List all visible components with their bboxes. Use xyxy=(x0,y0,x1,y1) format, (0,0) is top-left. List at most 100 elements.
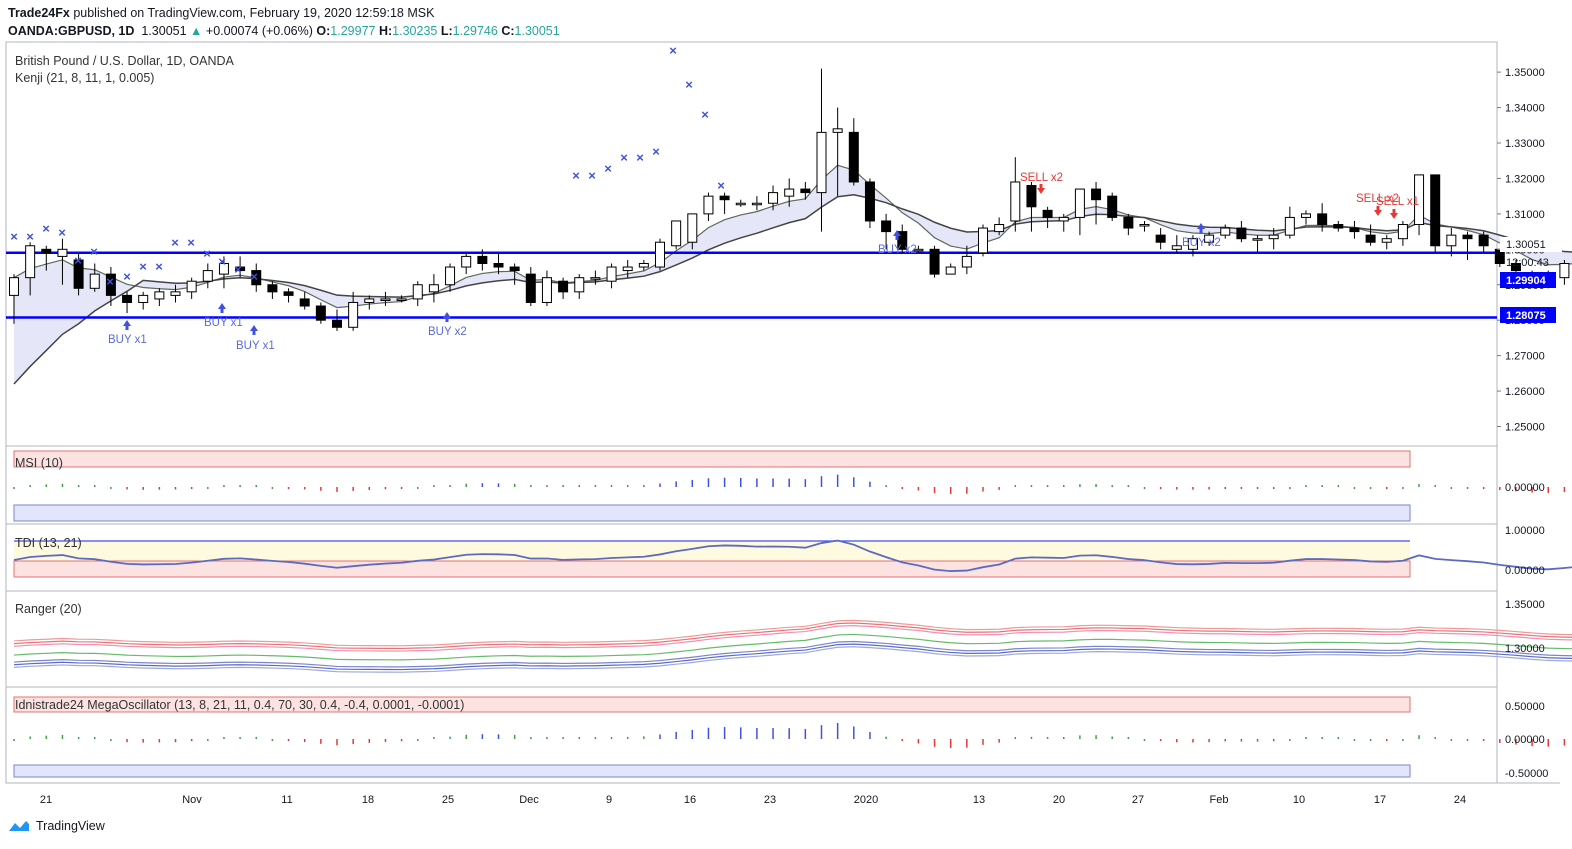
cross-marker-icon: × xyxy=(685,77,693,92)
candle-body xyxy=(235,266,246,272)
sell-signal-label-2: SELL x2 xyxy=(1356,193,1399,205)
cross-marker-icon: × xyxy=(234,262,242,277)
candle-body xyxy=(784,188,795,197)
countdown-text: 12:00:43 xyxy=(1506,257,1549,269)
buy-arrow-icon xyxy=(250,325,258,335)
candle-body xyxy=(138,294,149,303)
cross-marker-icon: × xyxy=(669,43,677,58)
signal-markers: × × × × × × × × × × × × × × × × × × × × × × × × × × xyxy=(10,43,1398,335)
close-value: 1.30051 xyxy=(514,24,560,38)
candle-body xyxy=(202,270,213,282)
cross-marker-icon: × xyxy=(717,178,725,193)
candle-body xyxy=(509,266,520,272)
candle-body xyxy=(1478,234,1489,247)
cross-marker-icon: × xyxy=(42,221,50,236)
candle-body xyxy=(864,181,875,222)
pane-border-2 xyxy=(5,590,1498,688)
ranger-line-2 xyxy=(13,625,1572,652)
candle-body xyxy=(816,131,827,194)
candle-body xyxy=(751,202,762,206)
candle-body xyxy=(299,298,310,307)
candle-body xyxy=(735,202,746,206)
cross-marker-icon: × xyxy=(572,168,580,183)
candle-body xyxy=(541,277,552,303)
tradingview-footer[interactable]: TradingView xyxy=(8,819,105,833)
x-tick-label: Dec xyxy=(519,794,539,806)
buy-signal-label-1: BUY x1 xyxy=(108,334,147,346)
candle-body xyxy=(315,305,326,321)
x-tick-label: Nov xyxy=(182,794,202,806)
candle-body xyxy=(719,195,730,201)
candle-body xyxy=(1559,262,1570,279)
cross-marker-icon: × xyxy=(250,269,258,284)
candle-body xyxy=(978,227,988,254)
msi-upper-band xyxy=(13,450,1411,468)
x-tick-label: 23 xyxy=(764,794,776,806)
y-tick-label: 1.25000 xyxy=(1505,422,1545,434)
tradingview-logo-icon xyxy=(9,821,29,831)
horizontal-levels[interactable] xyxy=(6,251,1497,319)
osc-label: Idnistrade24 MegaOscillator (13, 8, 21, … xyxy=(15,698,464,712)
last-price: 1.30051 xyxy=(141,24,187,38)
candle-body xyxy=(170,291,181,296)
buy-arrow-icon xyxy=(443,312,451,322)
cross-marker-icon: × xyxy=(10,229,18,244)
candle-body xyxy=(186,280,197,293)
x-tick-label: 10 xyxy=(1293,794,1305,806)
chart-frame xyxy=(5,41,1560,784)
close-label: C: xyxy=(501,24,515,38)
lower-tick-label: 1.00000 xyxy=(1505,525,1545,537)
candle-body xyxy=(881,220,892,233)
msi-lower-band xyxy=(13,504,1411,522)
x-tick-label: 9 xyxy=(606,794,612,806)
price-axis-labels: 1.30051 12:00:43 1.29904 1.28075 xyxy=(1500,237,1562,323)
candle-body xyxy=(994,224,1005,233)
ranger-line-0 xyxy=(13,619,1572,647)
y-tick-label: 1.26000 xyxy=(1505,386,1545,398)
sell-signal-label-1: SELL x2 xyxy=(1020,172,1063,184)
ranger-line-3 xyxy=(13,633,1572,661)
candle-body xyxy=(1301,213,1311,218)
sell-signal-label-3: SELL x1 xyxy=(1376,196,1419,208)
cross-marker-icon: × xyxy=(604,161,612,176)
x-tick-label: 21 xyxy=(40,794,52,806)
cross-marker-icon: × xyxy=(171,235,179,250)
candle-body xyxy=(800,188,811,194)
candle-body xyxy=(848,131,859,183)
publisher-text: published on TradingView.com, February 1… xyxy=(73,6,435,20)
x-tick-label: 24 xyxy=(1454,794,1466,806)
candle-body xyxy=(122,294,133,303)
buy-arrow-icon xyxy=(218,303,226,313)
candle-body xyxy=(1510,262,1521,272)
candle-body xyxy=(73,259,84,289)
candle-body xyxy=(1236,227,1247,240)
cross-marker-icon: × xyxy=(139,259,147,274)
candle-body xyxy=(1430,174,1441,247)
candle-body xyxy=(428,284,439,293)
candle-body xyxy=(1091,188,1102,201)
candle-body xyxy=(1026,185,1037,208)
ranger-line-6 xyxy=(13,646,1572,673)
buy-signal-label-3: BUY x1 xyxy=(236,340,275,352)
candle-body xyxy=(606,266,617,282)
candle-body xyxy=(57,248,68,257)
x-tick-label: 16 xyxy=(684,794,696,806)
x-tick-label: Feb xyxy=(1210,794,1229,806)
candle-body xyxy=(945,266,956,275)
candle-body xyxy=(687,213,698,243)
candle-body xyxy=(1107,195,1118,218)
candle-body xyxy=(1010,181,1021,222)
cross-marker-icon: × xyxy=(155,259,163,274)
candle-body xyxy=(1139,224,1150,227)
msi-label: MSI (10) xyxy=(15,456,63,470)
candle-body xyxy=(218,262,229,275)
x-tick-label: 17 xyxy=(1374,794,1386,806)
level-b-tag xyxy=(1500,307,1556,323)
osc-upper-band xyxy=(13,696,1411,713)
candle-body xyxy=(477,255,488,264)
candle-body xyxy=(1155,234,1166,243)
candle-body xyxy=(1333,224,1344,229)
candle-body xyxy=(251,270,262,286)
osc-lower-band xyxy=(13,764,1411,778)
